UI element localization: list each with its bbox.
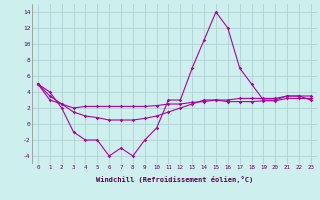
X-axis label: Windchill (Refroidissement éolien,°C): Windchill (Refroidissement éolien,°C): [96, 176, 253, 183]
